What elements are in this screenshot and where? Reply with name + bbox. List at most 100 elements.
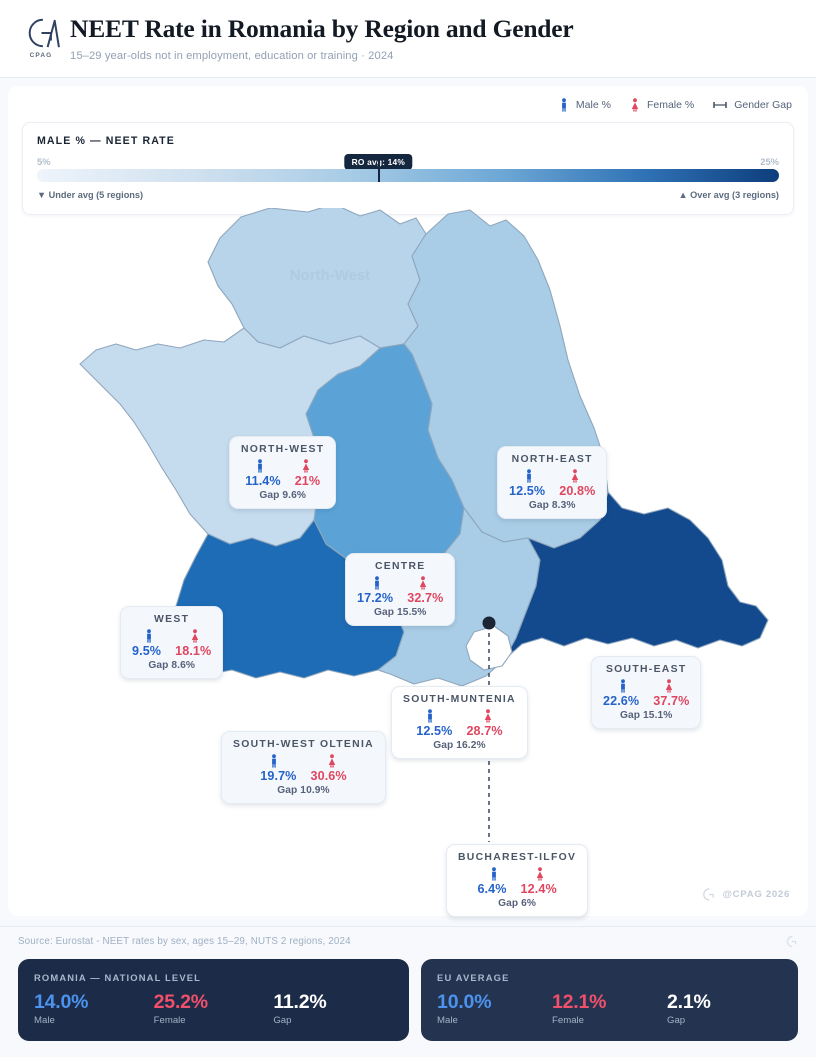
legend-item-female[interactable]: Female %	[629, 98, 694, 112]
region-card-title: SOUTH-EAST	[605, 664, 687, 675]
scale-min-label: 5%	[37, 156, 51, 167]
female-figure-icon	[485, 709, 492, 723]
summary-female-label: Female	[153, 1015, 186, 1027]
region-female-value: 12.4%	[520, 882, 557, 896]
summary-card-title: EU AVERAGE	[437, 972, 510, 983]
region-card-south-east[interactable]: SOUTH-EAST 22.6% 37.7% Gap 15.1%	[591, 656, 702, 729]
cpag-monogram-icon	[28, 18, 60, 48]
summary-male-label: Male	[34, 1015, 55, 1027]
summary-card-values: 14.0% Male 25.2% Female 11.2% Gap	[34, 991, 393, 1027]
summary-card-values: 10.0% Male 12.1% Female 2.1% Gap	[437, 991, 782, 1027]
color-scale-endpoints: 5% RO avg: 14% 25%	[37, 154, 779, 170]
region-card-title: BUCHAREST-ILFOV	[458, 852, 577, 863]
region-card-icons	[233, 754, 374, 768]
watermark-text: @CPAG 2026	[722, 889, 790, 900]
page-subtitle: 15–29 year-olds not in employment, educa…	[70, 49, 394, 62]
region-card-values: 12.5% 20.8%	[509, 484, 595, 498]
female-figure-icon	[329, 754, 336, 768]
romania-choropleth-map: North-West NORTH-WEST	[8, 208, 808, 917]
color-scale-card: MALE % — NEET RATE 5% RO avg: 14% 25% ▼ …	[22, 122, 794, 215]
male-figure-icon	[375, 576, 380, 590]
summary-male-value: 14.0%	[34, 991, 89, 1013]
region-card-west[interactable]: WEST 9.5% 18.1% Gap 8.6%	[120, 606, 224, 679]
region-female-value: 18.1%	[175, 644, 212, 658]
female-figure-icon	[191, 629, 198, 643]
national-average-tick	[378, 160, 380, 182]
female-figure-icon	[572, 469, 579, 483]
legend-label-gap: Gender Gap	[734, 99, 792, 111]
region-female-value: 28.7%	[466, 724, 503, 738]
legend-label-male: Male %	[575, 99, 611, 111]
map-ghost-label-north-west: North-West	[290, 267, 371, 284]
region-card-south-west-oltenia[interactable]: SOUTH-WEST OLTENIA 19.7% 30.6% Gap 10.9%	[221, 731, 386, 804]
summary-female-cell: 25.2% Female	[153, 992, 274, 1027]
under-average-note: ▼ Under avg (5 regions)	[37, 190, 144, 200]
region-card-north-east[interactable]: NORTH-EAST 12.5% 20.8% Gap 8.3%	[497, 446, 608, 519]
female-figure-icon	[420, 576, 427, 590]
legend-item-male[interactable]: Male %	[558, 98, 611, 112]
source-bar: Source: Eurostat - NEET rates by sex, ag…	[0, 926, 816, 956]
legend-item-gap[interactable]: Gender Gap	[712, 98, 792, 112]
region-male-value: 12.5%	[416, 724, 453, 738]
region-card-icons	[603, 679, 689, 693]
region-gap-value: Gap 15.5%	[374, 607, 427, 618]
logo-caption: CPAG	[29, 52, 53, 59]
region-gap-value: Gap 8.6%	[148, 660, 195, 671]
region-female-value: 21%	[294, 474, 321, 488]
region-card-icons	[241, 459, 324, 473]
region-card-title: SOUTH-MUNTENIA	[403, 694, 516, 705]
region-card-title: NORTH-WEST	[241, 444, 325, 455]
female-figure-icon	[536, 867, 544, 881]
region-card-south-muntenia[interactable]: SOUTH-MUNTENIA 12.5% 28.7% Gap 16.2%	[391, 686, 528, 759]
summary-gap-label: Gap	[273, 1015, 292, 1027]
region-card-icons	[357, 576, 443, 590]
region-card-icons	[458, 867, 576, 881]
summary-gap-label: Gap	[666, 1015, 686, 1027]
summary-female-value: 12.1%	[552, 991, 607, 1013]
color-scale-title: MALE % — NEET RATE	[37, 135, 175, 147]
region-male-value: 9.5%	[132, 644, 162, 658]
summary-gap-cell: 11.2% Gap	[273, 992, 393, 1027]
male-figure-icon	[146, 629, 151, 643]
legend-label-female: Female %	[646, 99, 695, 111]
summary-gap-value: 2.1%	[666, 991, 711, 1013]
map-regions-svg: North-West	[79, 208, 769, 687]
region-card-values: 17.2% 32.7%	[357, 591, 443, 605]
region-card-values: 12.5% 28.7%	[403, 724, 516, 738]
region-card-bucharest-ilfov[interactable]: BUCHAREST-ILFOV 6.4% 12.4% Gap 6%	[446, 844, 589, 917]
region-card-north-west[interactable]: NORTH-WEST 11.4% 21% Gap 9.6%	[229, 436, 337, 509]
region-card-title: SOUTH-WEST OLTENIA	[233, 739, 374, 750]
female-figure-icon	[302, 459, 309, 473]
source-text: Source: Eurostat - NEET rates by sex, ag…	[18, 936, 351, 947]
female-figure-icon	[666, 679, 673, 693]
region-card-icons	[403, 709, 516, 723]
summary-male-cell: 10.0% Male	[437, 992, 552, 1027]
color-scale-footnotes: ▼ Under avg (5 regions) ▲ Over avg (3 re…	[37, 190, 779, 204]
female-figure-icon	[631, 98, 639, 112]
over-average-note: ▲ Over avg (3 regions)	[678, 190, 780, 200]
summary-card-title: ROMANIA — NATIONAL LEVEL	[34, 972, 202, 983]
series-legend: Male % Female % Gender Gap	[558, 98, 792, 112]
male-figure-icon	[257, 459, 262, 473]
region-gap-value: Gap 9.6%	[259, 490, 307, 501]
region-card-title: NORTH-EAST	[511, 454, 593, 465]
region-card-values: 11.4% 21%	[241, 474, 324, 488]
male-figure-icon	[428, 709, 433, 723]
region-gap-value: Gap 16.2%	[433, 740, 486, 751]
summary-card-romania: ROMANIA — NATIONAL LEVEL 14.0% Male 25.2…	[18, 959, 410, 1041]
male-figure-icon	[621, 679, 626, 693]
region-card-centre[interactable]: CENTRE 17.2% 32.7% Gap 15.5%	[345, 553, 456, 626]
region-male-value: 17.2%	[357, 591, 394, 605]
region-card-values: 6.4% 12.4%	[458, 882, 576, 896]
summary-male-cell: 14.0% Male	[34, 991, 154, 1027]
region-male-value: 11.4%	[245, 474, 281, 488]
gap-range-icon	[713, 102, 728, 108]
region-gap-value: Gap 6%	[498, 898, 537, 909]
cpag-watermark-icon	[702, 888, 714, 901]
male-figure-icon	[562, 98, 566, 112]
scale-max-label: 25%	[760, 156, 779, 167]
region-gap-value: Gap 10.9%	[277, 785, 330, 796]
page-title: NEET Rate in Romania by Region and Gende…	[70, 14, 574, 44]
summary-male-label: Male	[437, 1015, 458, 1027]
